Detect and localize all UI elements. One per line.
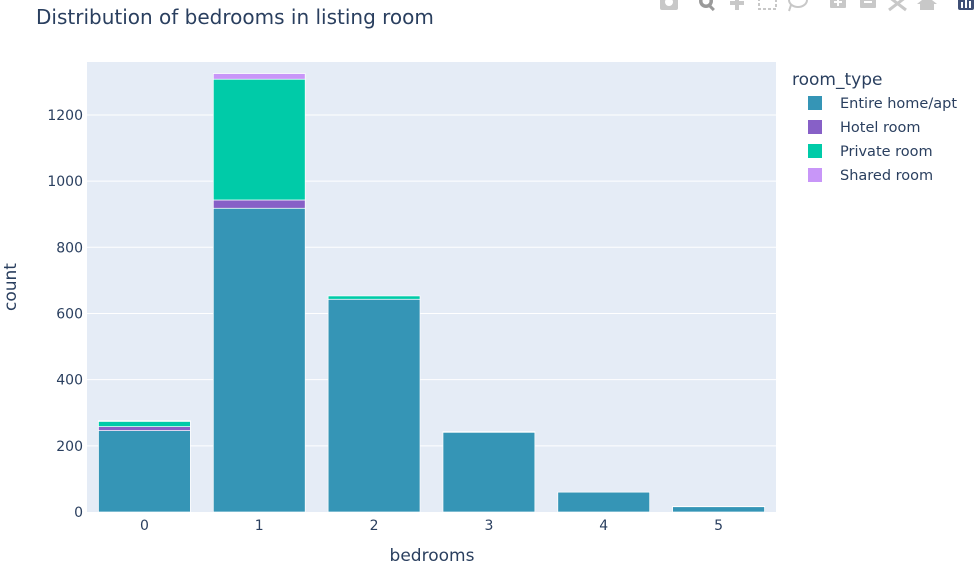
legend-label: Entire home/apt	[840, 96, 957, 112]
bar-private-room-2[interactable]	[327, 295, 421, 300]
legend[interactable]: room_type Entire home/apt Hotel room Priva…	[792, 70, 957, 184]
camera-icon[interactable]	[660, 0, 678, 10]
legend-swatch	[808, 168, 822, 182]
x-axis-title: bedrooms	[390, 546, 475, 566]
legend-item[interactable]: Entire home/apt	[808, 96, 957, 112]
legend-label: Hotel room	[840, 120, 921, 136]
y-tick-label: 600	[56, 306, 83, 322]
bar-entire-home-apt-5[interactable]	[672, 506, 765, 513]
y-axis-title: count	[1, 263, 21, 311]
bar-private-room-3[interactable]	[442, 431, 536, 433]
bar-entire-home-apt-1[interactable]	[212, 207, 306, 513]
bar-private-room-0[interactable]	[98, 420, 191, 427]
plot-background	[87, 62, 776, 512]
zoom-in-icon[interactable]	[830, 0, 846, 8]
y-tick-label: 800	[56, 240, 83, 256]
x-tick-label: 3	[484, 518, 493, 534]
legend-swatch	[808, 144, 822, 158]
legend-label: Shared room	[840, 168, 933, 184]
box-select-icon[interactable]	[758, 0, 777, 10]
y-tick-label: 200	[56, 439, 83, 455]
y-tick-label: 1000	[47, 174, 83, 190]
reset-axes-icon[interactable]	[917, 0, 937, 10]
legend-swatch	[808, 96, 822, 110]
bar-entire-home-apt-4[interactable]	[557, 491, 651, 513]
plotly-logo-icon[interactable]	[958, 0, 974, 10]
x-tick-label: 1	[255, 518, 264, 534]
bar-private-room-1[interactable]	[212, 78, 306, 201]
autoscale-icon[interactable]	[888, 0, 907, 12]
legend-item[interactable]: Private room	[808, 144, 933, 160]
legend-item[interactable]: Hotel room	[808, 120, 921, 136]
x-tick-label: 2	[370, 518, 379, 534]
y-tick-label: 0	[74, 505, 83, 521]
zoom-icon[interactable]	[699, 0, 715, 12]
legend-item[interactable]: Shared room	[808, 168, 933, 184]
bar-shared-room-0[interactable]	[98, 420, 191, 422]
legend-swatch	[808, 120, 822, 134]
x-tick-label: 5	[714, 518, 723, 534]
y-tick-label: 400	[56, 373, 83, 389]
x-tick-label: 0	[140, 518, 149, 534]
modebar[interactable]	[660, 0, 974, 12]
chart-title: Distribution of bedrooms in listing room	[36, 5, 434, 29]
lasso-select-icon[interactable]	[788, 0, 808, 12]
bar-entire-home-apt-0[interactable]	[98, 430, 191, 513]
y-tick-label: 1200	[47, 108, 83, 124]
bar-entire-home-apt-3[interactable]	[442, 431, 536, 513]
legend-title: room_type	[792, 70, 882, 90]
bar-hotel-room-0[interactable]	[98, 426, 191, 431]
legend-label: Private room	[840, 144, 933, 160]
zoom-out-icon[interactable]	[860, 0, 876, 8]
bar-entire-home-apt-2[interactable]	[327, 298, 421, 513]
bar-shared-room-1[interactable]	[212, 73, 306, 80]
x-tick-label: 4	[599, 518, 608, 534]
plot-area: 0 200 400 600 800 1000 1200 0 1 2 3 4 5	[47, 62, 776, 534]
pan-icon[interactable]	[730, 0, 744, 10]
bar-hotel-room-1[interactable]	[212, 199, 306, 209]
